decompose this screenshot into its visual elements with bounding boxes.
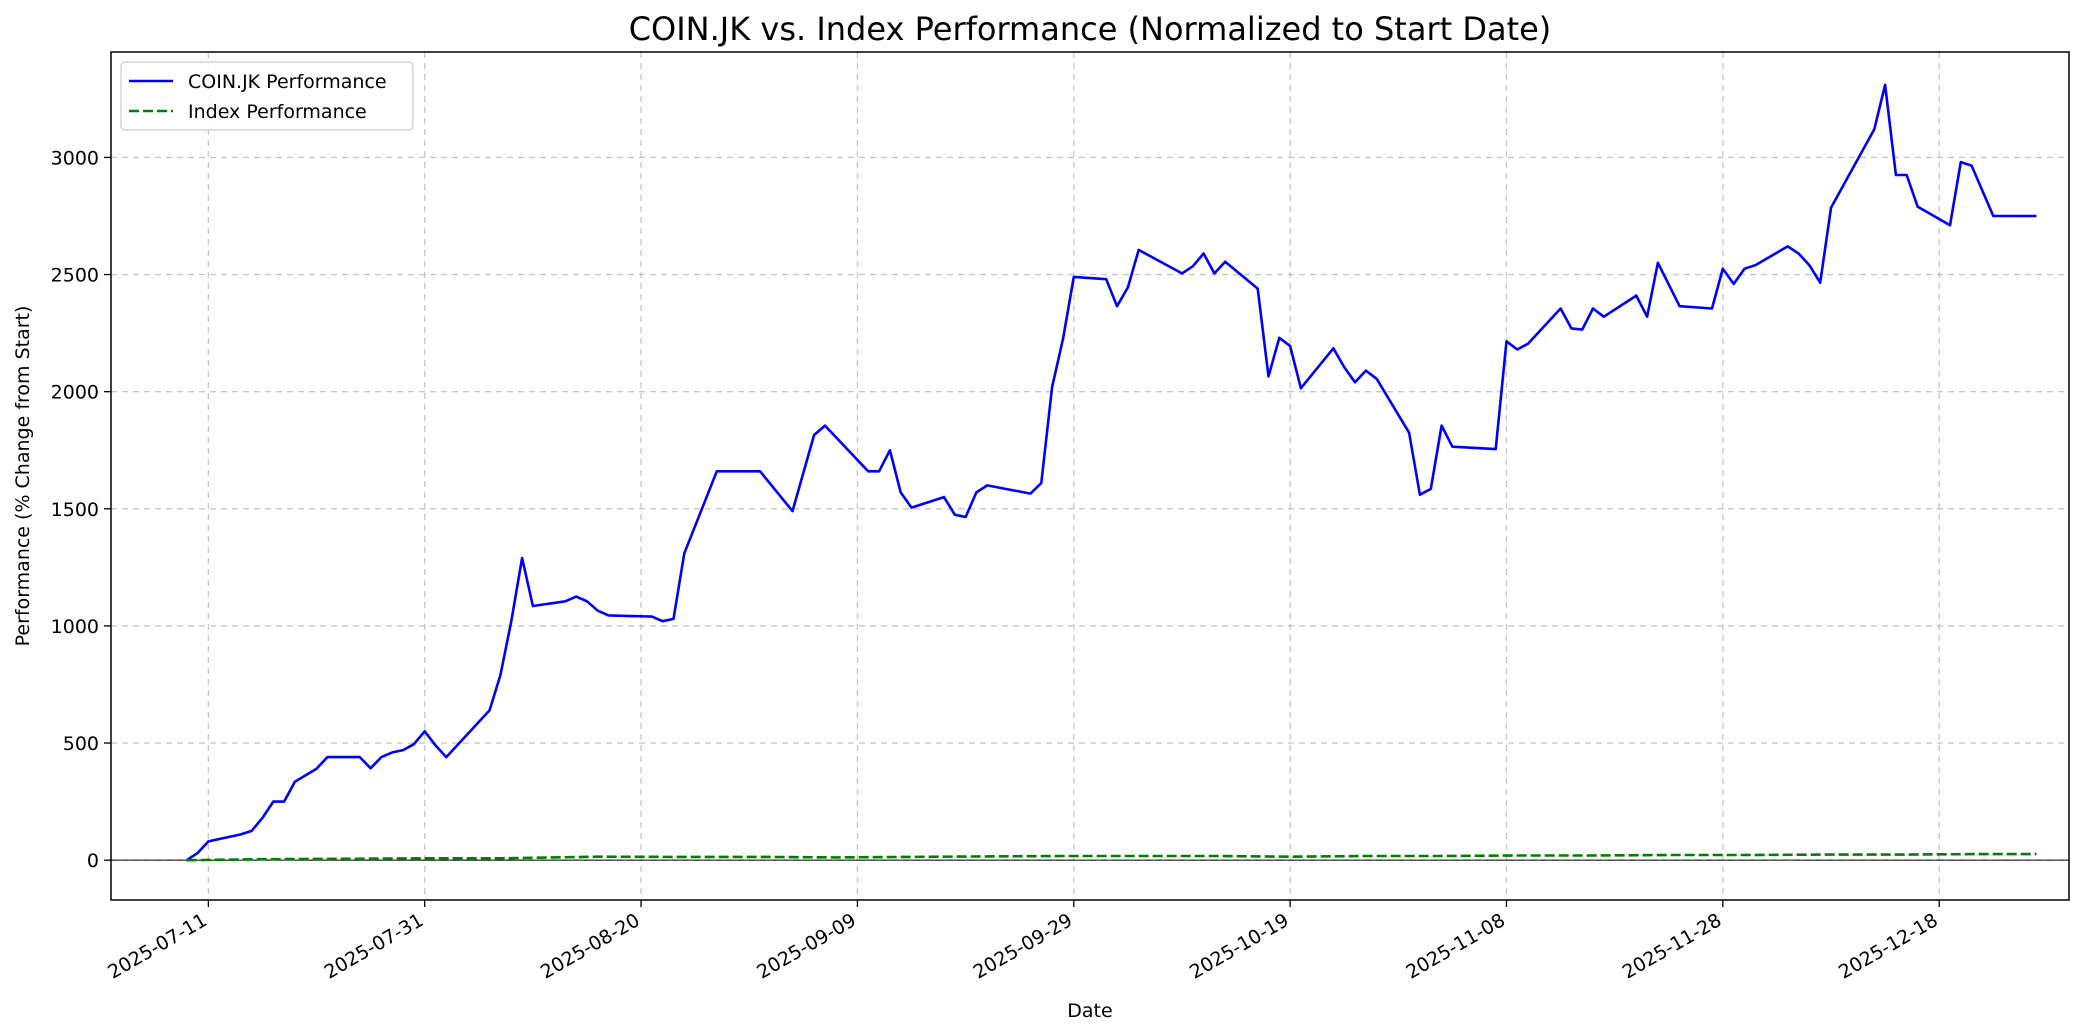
x-tick-label: 2025-12-18 <box>1835 909 1942 983</box>
x-tick-label: 2025-11-28 <box>1619 909 1726 983</box>
x-tick-label: 2025-11-08 <box>1402 909 1509 983</box>
y-tick-label: 2000 <box>51 382 99 404</box>
legend-label-coin: COIN.JK Performance <box>188 71 387 93</box>
x-tick-label: 2025-09-29 <box>970 909 1077 983</box>
y-tick-label: 0 <box>87 850 99 872</box>
x-tick-label: 2025-10-19 <box>1186 909 1293 983</box>
index-performance-line <box>186 852 2037 862</box>
x-tick-label: 2025-07-11 <box>104 909 211 983</box>
y-axis-label: Performance (% Change from Start) <box>12 306 34 647</box>
plot-frame <box>110 51 2070 901</box>
y-tick-label: 2500 <box>51 265 99 287</box>
x-tick-label: 2025-07-31 <box>321 909 428 983</box>
legend-box <box>120 61 414 131</box>
data-layer <box>111 83 2069 862</box>
chart-title: COIN.JK vs. Index Performance (Normalize… <box>629 10 1552 48</box>
legend: COIN.JK Performance Index Performance <box>120 61 414 131</box>
y-tick-label: 3000 <box>51 147 99 169</box>
coin-performance-line <box>185 83 2037 862</box>
x-axis-label: Date <box>1067 1000 1112 1022</box>
x-tick-label: 2025-08-20 <box>537 909 644 983</box>
grid-layer <box>111 52 2069 900</box>
y-tick-label: 500 <box>63 733 99 755</box>
y-tick-label: 1500 <box>51 499 99 521</box>
x-tick-label: 2025-09-09 <box>753 909 860 983</box>
legend-label-index: Index Performance <box>188 101 367 123</box>
y-tick-label: 1000 <box>51 616 99 638</box>
